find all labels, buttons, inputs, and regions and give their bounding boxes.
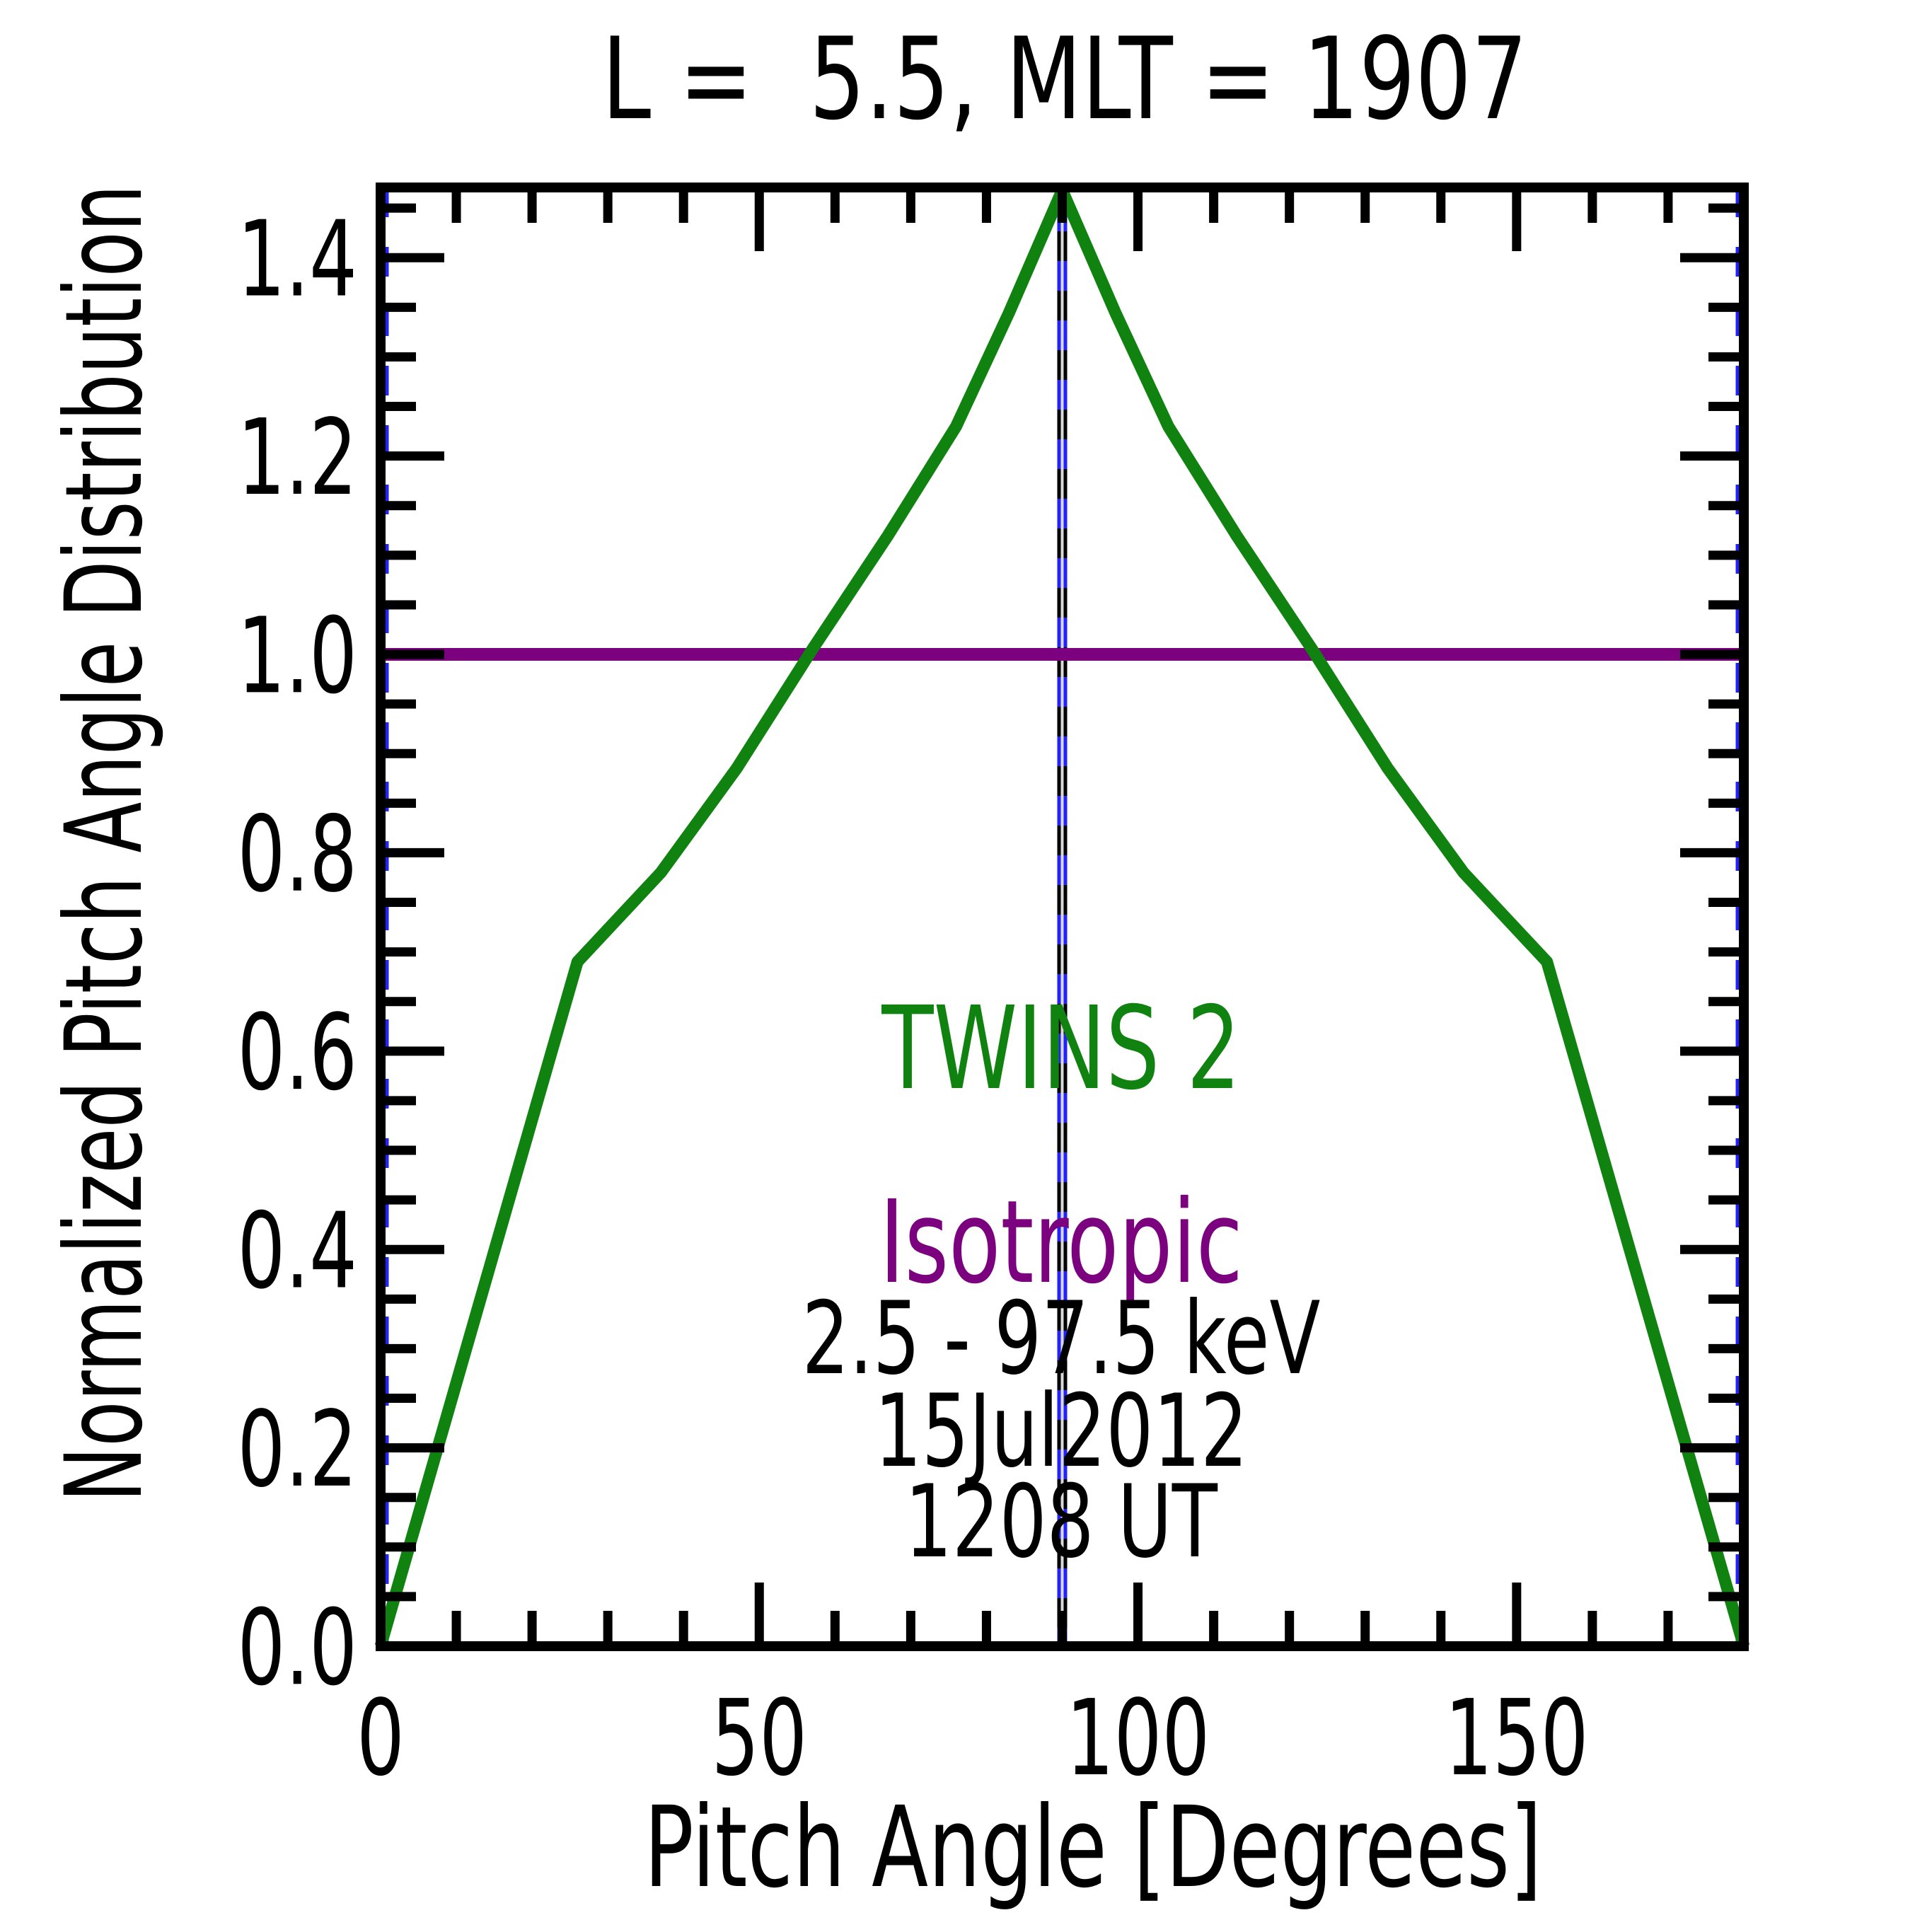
- y-tick-label: 0.8: [238, 794, 357, 915]
- y-axis-label: Normalized Pitch Angle Distribution: [43, 184, 166, 1503]
- x-tick-label: 0: [357, 1677, 405, 1799]
- y-tick-label: 1.4: [238, 199, 357, 320]
- annotation-date: 15Jul2012: [874, 1373, 1248, 1490]
- y-tick-label: 0.4: [238, 1191, 357, 1312]
- y-tick-label: 0.2: [238, 1389, 357, 1510]
- chart-title: L = 5.5, MLT = 1907: [601, 13, 1528, 145]
- y-tick-label: 1.0: [238, 596, 357, 717]
- y-tick-label: 0.0: [238, 1587, 357, 1709]
- x-axis-label: Pitch Angle [Degrees]: [644, 1783, 1542, 1913]
- y-tick-label: 1.2: [238, 397, 357, 519]
- series-label-twins2: TWINS 2: [881, 983, 1241, 1116]
- annotation-energy-range: 2.5 - 97.5 keV: [802, 1280, 1321, 1397]
- annotation-time: 1208 UT: [905, 1464, 1217, 1580]
- series-label-isotropic: Isotropic: [879, 1176, 1243, 1309]
- x-tick-label: 100: [1066, 1677, 1210, 1799]
- x-tick-label: 150: [1445, 1677, 1588, 1799]
- x-tick-label: 50: [711, 1677, 807, 1799]
- y-tick-label: 0.6: [238, 993, 357, 1114]
